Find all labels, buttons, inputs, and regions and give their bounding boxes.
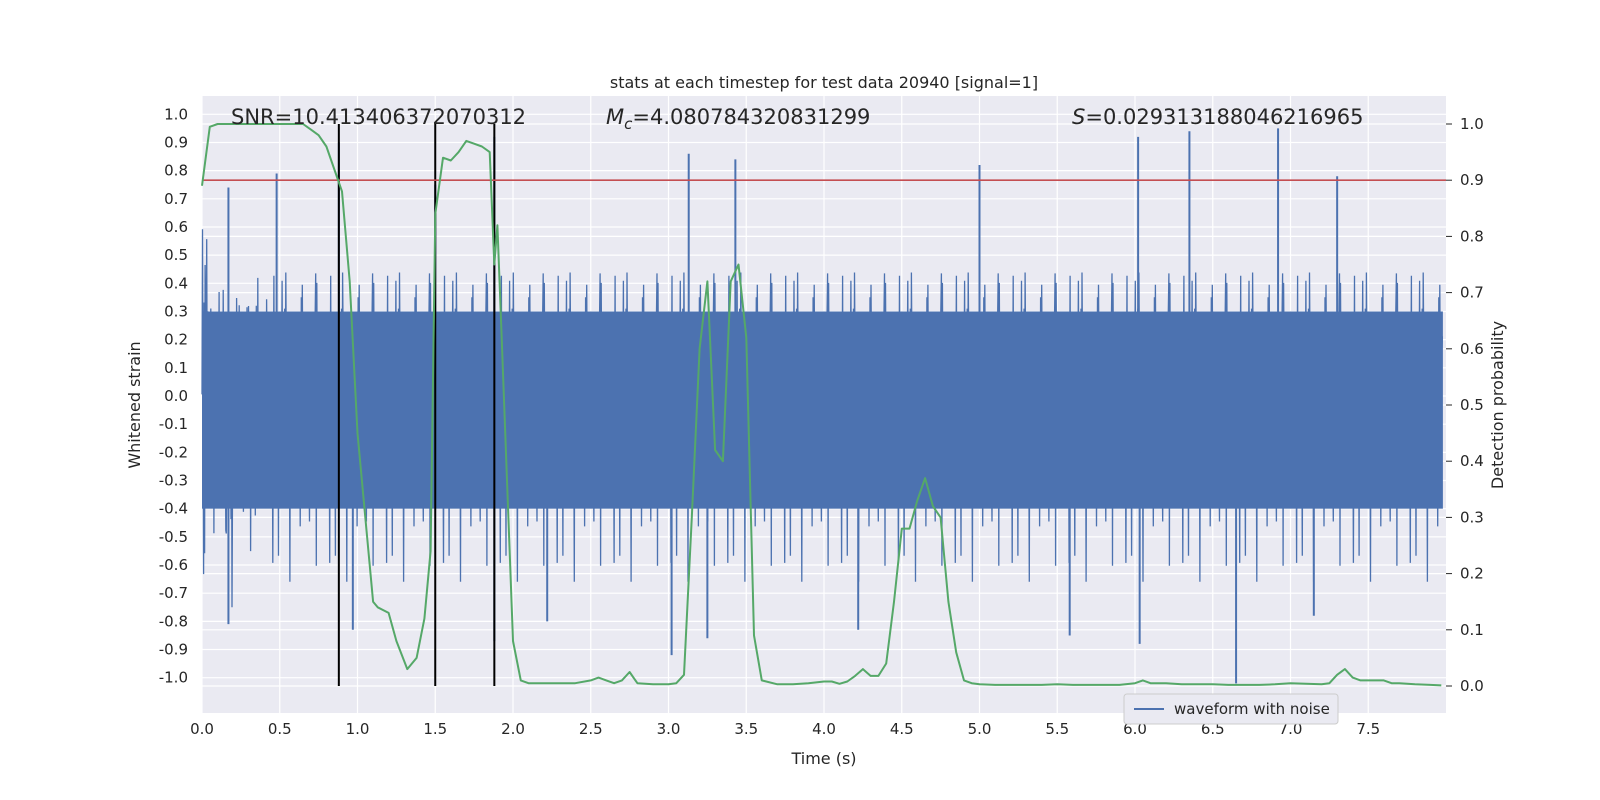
x-tick-label: 4.0 (812, 720, 836, 738)
x-tick-label: 5.0 (968, 720, 992, 738)
y-tick-label: 0.6 (164, 218, 188, 236)
y-tick-label: -0.5 (159, 528, 188, 546)
waveform-series (201, 128, 1444, 684)
x-tick-label: 2.5 (579, 720, 603, 738)
y2-tick-label: 0.3 (1460, 508, 1484, 526)
y2-tick-label: 0.7 (1460, 284, 1484, 302)
y-tick-label: -0.6 (159, 556, 188, 574)
legend-box (1123, 693, 1339, 725)
chart-title: stats at each timestep for test data 209… (610, 73, 1038, 92)
y-tick-label: 0.8 (164, 162, 188, 180)
y-tick-label: -0.9 (159, 641, 188, 659)
x-tick-label: 1.0 (346, 720, 370, 738)
y-tick-label: 0.2 (164, 331, 188, 349)
y-tick-label: 0.9 (164, 133, 188, 151)
y2-tick-label: 0.5 (1460, 396, 1484, 414)
chirp-mass-symbol: M (606, 105, 624, 129)
chirp-mass-value: =4.080784320831299 (632, 105, 870, 129)
legend: waveform with noise (1123, 693, 1339, 725)
y-tick-label: 0.4 (164, 274, 188, 292)
y2-tick-label: 0.2 (1460, 565, 1484, 583)
x-tick-label: 1.5 (423, 720, 447, 738)
s-symbol: S (1072, 105, 1085, 129)
x-tick-label: 2.0 (501, 720, 525, 738)
x-tick-label: 4.5 (890, 720, 914, 738)
legend-label-waveform: waveform with noise (1174, 700, 1330, 718)
y-tick-label: 0.3 (164, 302, 188, 320)
y2-tick-label: 0.4 (1460, 452, 1484, 470)
y2-ticks: 1.0 0.9 0.8 0.7 0.6 0.5 0.4 0.3 0.2 0.1 0.0 (1446, 115, 1484, 695)
x-tick-label: 0.0 (190, 720, 214, 738)
chirp-mass-annotation: Mc=4.080784320831299 (606, 105, 870, 133)
y2-tick-label: 0.8 (1460, 227, 1484, 245)
chirp-mass-subscript: c (624, 115, 633, 133)
y2-tick-label: 0.1 (1460, 621, 1484, 639)
y-tick-label: -0.8 (159, 612, 188, 630)
y-tick-label: -0.3 (159, 472, 188, 490)
y-tick-label: 1.0 (164, 105, 188, 123)
s-value: =0.029313188046216965 (1085, 105, 1363, 129)
y-tick-label: -1.0 (159, 669, 188, 687)
x-tick-label: 7.5 (1356, 720, 1380, 738)
y-tick-label: 0.0 (164, 387, 188, 405)
y-ticks: 1.0 0.9 0.8 0.7 0.6 0.5 0.4 0.3 0.2 0.1 0.0 -0.1 -0.… (159, 105, 188, 686)
probability-series (201, 123, 1442, 687)
x-axis-label: Time (s) (790, 749, 856, 768)
y-tick-label: -0.7 (159, 584, 188, 602)
y-tick-label: -0.2 (159, 443, 188, 461)
probability-line (201, 123, 1442, 687)
x-tick-label: 5.5 (1045, 720, 1069, 738)
s-annotation: S=0.029313188046216965 (1072, 105, 1363, 129)
y2-tick-label: 0.6 (1460, 340, 1484, 358)
x-tick-label: 3.0 (657, 720, 681, 738)
y2-tick-label: 0.9 (1460, 171, 1484, 189)
y-tick-label: 0.5 (164, 246, 188, 264)
waveform-core (202, 311, 1443, 509)
y-tick-label: -0.4 (159, 500, 188, 518)
y2-axis-label: Detection probability (1488, 321, 1507, 489)
y2-tick-label: 0.0 (1460, 677, 1484, 695)
y-tick-label: -0.1 (159, 415, 188, 433)
y-tick-label: 0.7 (164, 190, 188, 208)
x-tick-label: 0.5 (268, 720, 292, 738)
y2-tick-label: 1.0 (1460, 115, 1484, 133)
y-axis-label: Whitened strain (125, 341, 144, 468)
y-tick-label: 0.1 (164, 359, 188, 377)
x-tick-label: 3.5 (734, 720, 758, 738)
snr-annotation: SNR=10.413406372070312 (231, 105, 526, 129)
x-ticks: 0.0 0.5 1.0 1.5 2.0 2.5 3.0 3.5 4.0 4.5 5.0 5.5 6.0 6… (190, 720, 1380, 738)
